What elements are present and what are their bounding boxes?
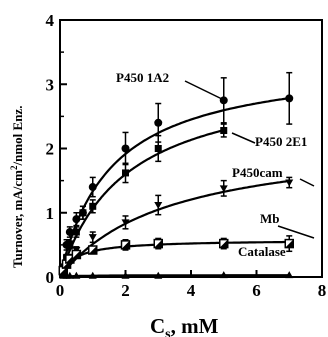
pointer-p450-2e1	[231, 132, 256, 144]
fit-curves	[59, 97, 290, 278]
point-p450-2e1	[66, 241, 74, 249]
point-p450-2e1	[89, 202, 97, 210]
x-tick-label: 6	[252, 281, 261, 300]
fit-curve-catalase	[60, 274, 290, 278]
label-pointers	[184, 80, 315, 239]
point-p450cam	[219, 185, 228, 193]
label-catalase: Catalase	[238, 244, 286, 259]
point-p450cam	[285, 179, 294, 187]
point-catalase	[65, 271, 74, 279]
series-labels: P450 1A2 P450 2E1 P450cam Mb Catalase	[116, 70, 307, 259]
point-catalase	[88, 271, 97, 279]
y-axis-title: Turnover, mA/cm2/nmol Enz.	[9, 106, 25, 268]
label-mb: Mb	[260, 211, 280, 226]
point-p450-1a2	[88, 183, 97, 192]
data-points	[58, 71, 294, 279]
x-tick-label: 2	[121, 281, 130, 300]
y-tick-label: 3	[46, 75, 55, 94]
x-tick-label: 4	[187, 281, 196, 300]
y-tick-label: 1	[46, 204, 55, 223]
fit-curve-p450cam	[59, 179, 290, 277]
label-p450cam: P450cam	[232, 165, 283, 180]
x-axis-title: Cs, mM	[150, 314, 219, 337]
point-p450-1a2	[285, 94, 294, 103]
point-catalase	[285, 271, 294, 279]
point-p450cam	[121, 219, 130, 227]
point-mb-fill	[219, 239, 228, 248]
label-p450-1a2: P450 1A2	[116, 70, 169, 85]
point-p450-2e1	[154, 145, 162, 152]
point-p450-2e1	[72, 228, 80, 236]
pointer-mb	[277, 225, 315, 239]
point-catalase	[121, 271, 130, 279]
point-p450-1a2	[121, 144, 130, 153]
fit-curve-mb	[59, 240, 290, 276]
point-p450-2e1	[220, 127, 228, 135]
x-tick-label: 8	[318, 281, 327, 300]
point-p450-2e1	[79, 209, 87, 217]
point-catalase	[154, 271, 163, 279]
pointer-p450cam	[299, 178, 315, 187]
point-mb-fill	[72, 250, 81, 259]
y-tick-label: 0	[46, 268, 55, 287]
point-p450cam	[88, 234, 97, 242]
x-tick-label: 0	[56, 281, 65, 300]
y-tick-label: 2	[46, 140, 55, 159]
point-p450-1a2	[65, 228, 74, 237]
point-p450-2e1	[122, 169, 129, 177]
pointer-p450-1a2	[184, 80, 225, 101]
fit-curve-p450-1a2	[59, 97, 290, 275]
point-mb-fill	[285, 239, 294, 248]
point-mb-fill	[88, 246, 97, 255]
point-mb-fill	[121, 240, 130, 249]
point-catalase	[219, 271, 228, 279]
point-p450-1a2	[72, 215, 81, 224]
point-p450-1a2	[154, 118, 163, 127]
point-p450cam	[154, 202, 163, 210]
y-tick-label: 4	[46, 11, 55, 30]
point-catalase	[72, 271, 81, 279]
fit-curve-p450-2e1	[59, 129, 225, 276]
label-p450-2e1: P450 2E1	[255, 134, 307, 149]
point-mb-fill	[154, 239, 163, 248]
